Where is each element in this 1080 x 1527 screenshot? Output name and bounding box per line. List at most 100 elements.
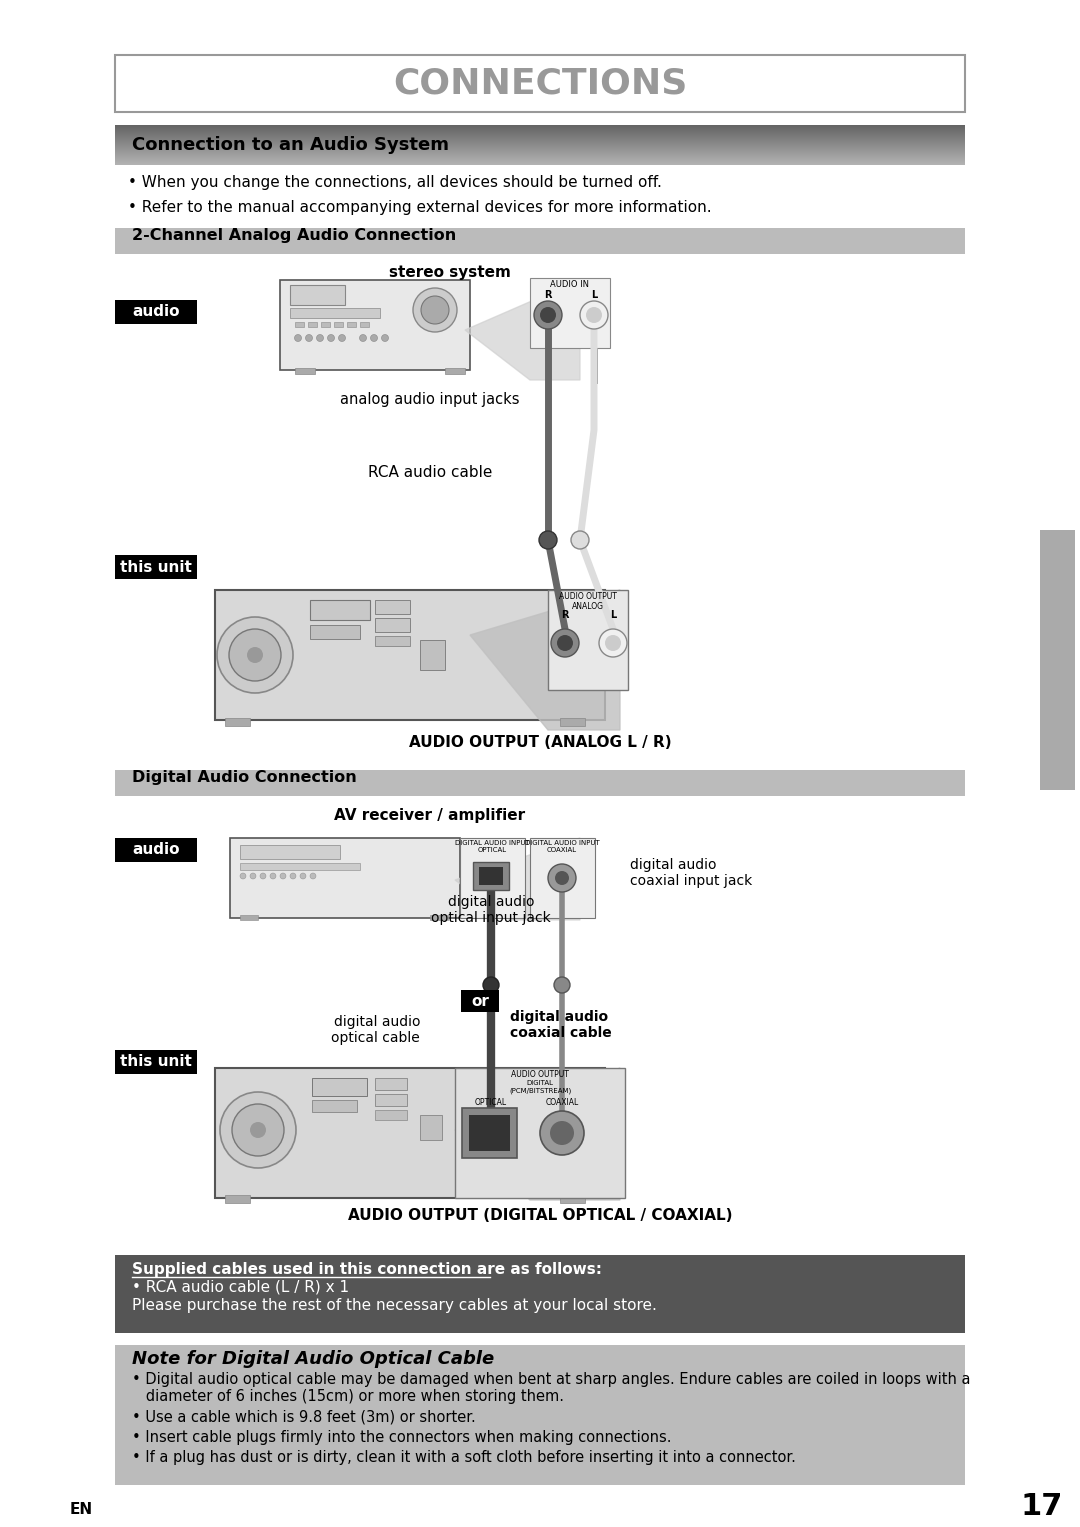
- Bar: [240, 844, 340, 860]
- Circle shape: [550, 1121, 573, 1145]
- Circle shape: [580, 301, 608, 328]
- Text: L: L: [610, 609, 616, 620]
- Text: Connection to an Audio System: Connection to an Audio System: [132, 136, 449, 154]
- Circle shape: [360, 334, 366, 342]
- Circle shape: [370, 334, 378, 342]
- Bar: [225, 718, 249, 725]
- Text: Note for Digital Audio Optical Cable: Note for Digital Audio Optical Cable: [132, 1350, 495, 1368]
- Circle shape: [571, 531, 589, 550]
- Bar: [548, 589, 627, 690]
- Circle shape: [539, 531, 557, 550]
- Circle shape: [247, 647, 264, 663]
- Polygon shape: [470, 589, 620, 730]
- Circle shape: [557, 635, 573, 651]
- Text: EN: EN: [70, 1503, 93, 1516]
- Circle shape: [232, 1104, 284, 1156]
- Bar: [230, 838, 460, 918]
- Bar: [473, 863, 509, 890]
- Text: AUDIO OUTPUT
ANALOG: AUDIO OUTPUT ANALOG: [559, 592, 617, 611]
- Text: analog audio input jacks: analog audio input jacks: [340, 392, 519, 408]
- Bar: [312, 1099, 357, 1112]
- Bar: [310, 600, 370, 620]
- Circle shape: [310, 873, 316, 880]
- Bar: [114, 299, 197, 324]
- Bar: [1040, 530, 1075, 789]
- Circle shape: [280, 873, 286, 880]
- Circle shape: [483, 977, 499, 993]
- Circle shape: [295, 334, 301, 342]
- Text: • If a plug has dust or is dirty, clean it with a soft cloth before inserting it: • If a plug has dust or is dirty, clean …: [132, 1451, 796, 1464]
- Bar: [375, 600, 410, 614]
- Bar: [420, 640, 445, 670]
- Bar: [375, 1093, 407, 1106]
- Bar: [215, 1067, 605, 1199]
- Bar: [375, 637, 410, 646]
- Bar: [375, 1078, 407, 1090]
- Text: 17: 17: [1020, 1492, 1063, 1521]
- Text: AUDIO OUTPUT: AUDIO OUTPUT: [511, 1070, 569, 1080]
- Bar: [280, 279, 470, 370]
- Bar: [114, 1255, 966, 1333]
- Text: R: R: [544, 290, 552, 299]
- Text: this unit: this unit: [120, 1055, 192, 1069]
- Bar: [375, 1110, 407, 1119]
- Circle shape: [586, 307, 602, 324]
- Text: Please purchase the rest of the necessary cables at your local store.: Please purchase the rest of the necessar…: [132, 1298, 657, 1313]
- Circle shape: [260, 873, 266, 880]
- Polygon shape: [455, 1067, 620, 1200]
- Text: (PCM/BITSTREAM): (PCM/BITSTREAM): [509, 1089, 571, 1095]
- Circle shape: [605, 635, 621, 651]
- Bar: [462, 1109, 517, 1157]
- Circle shape: [599, 629, 627, 657]
- Bar: [308, 322, 318, 327]
- Circle shape: [249, 1122, 266, 1138]
- Text: DIGITAL AUDIO INPUT
OPTICAL: DIGITAL AUDIO INPUT OPTICAL: [455, 840, 529, 854]
- Bar: [360, 322, 369, 327]
- Circle shape: [306, 334, 312, 342]
- Circle shape: [534, 301, 562, 328]
- Circle shape: [217, 617, 293, 693]
- Text: or: or: [471, 994, 489, 1008]
- Text: digital audio
optical input jack: digital audio optical input jack: [431, 895, 551, 925]
- Circle shape: [540, 1112, 584, 1154]
- Bar: [114, 1051, 197, 1073]
- Text: AUDIO OUTPUT (ANALOG L / R): AUDIO OUTPUT (ANALOG L / R): [408, 734, 672, 750]
- Bar: [114, 554, 197, 579]
- Bar: [375, 618, 410, 632]
- Circle shape: [540, 307, 556, 324]
- Bar: [310, 625, 360, 638]
- Text: Digital Audio Connection: Digital Audio Connection: [132, 770, 356, 785]
- Bar: [291, 308, 380, 318]
- Bar: [420, 1115, 442, 1141]
- Circle shape: [291, 873, 296, 880]
- Circle shape: [554, 977, 570, 993]
- Circle shape: [220, 1092, 296, 1168]
- Bar: [114, 55, 966, 111]
- Circle shape: [421, 296, 449, 324]
- Text: DIGITAL: DIGITAL: [527, 1080, 554, 1086]
- Bar: [480, 867, 503, 886]
- Text: DIGITAL AUDIO INPUT
COAXIAL: DIGITAL AUDIO INPUT COAXIAL: [525, 840, 599, 854]
- Text: R: R: [562, 609, 569, 620]
- Text: stereo system: stereo system: [389, 266, 511, 279]
- Text: digital audio
coaxial cable: digital audio coaxial cable: [510, 1009, 611, 1040]
- Text: OPTICAL: OPTICAL: [475, 1098, 508, 1107]
- Bar: [530, 838, 595, 918]
- Bar: [347, 322, 356, 327]
- Bar: [240, 863, 360, 870]
- Circle shape: [300, 873, 306, 880]
- Bar: [114, 838, 197, 863]
- Text: • When you change the connections, all devices should be turned off.: • When you change the connections, all d…: [129, 176, 662, 189]
- Bar: [114, 770, 966, 796]
- Text: AV receiver / amplifier: AV receiver / amplifier: [335, 808, 526, 823]
- Bar: [455, 1067, 625, 1199]
- Bar: [295, 322, 303, 327]
- Text: • RCA audio cable (L / R) x 1: • RCA audio cable (L / R) x 1: [132, 1280, 349, 1295]
- Bar: [334, 322, 343, 327]
- Text: AUDIO IN: AUDIO IN: [551, 279, 590, 289]
- Bar: [461, 989, 499, 1012]
- Circle shape: [229, 629, 281, 681]
- Bar: [460, 838, 525, 918]
- Bar: [561, 718, 585, 725]
- Bar: [114, 1345, 966, 1484]
